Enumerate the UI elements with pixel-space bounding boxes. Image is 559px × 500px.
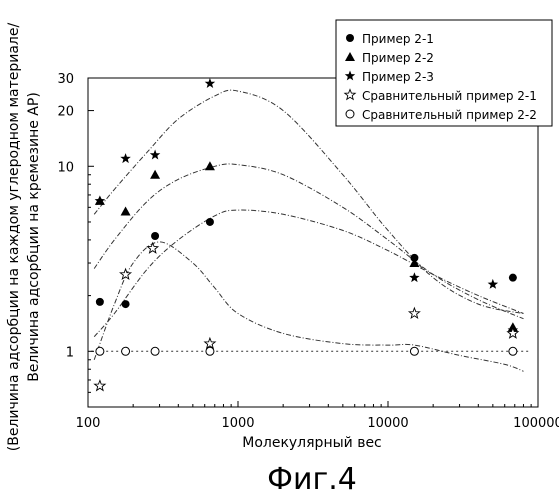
data-point-series-3	[150, 150, 161, 160]
data-point-series-5	[410, 347, 418, 355]
data-point-series-3	[488, 279, 499, 289]
fit-curve-series-1	[94, 210, 523, 337]
data-point-series-2	[121, 206, 131, 215]
figure-caption: Фиг.4	[267, 462, 357, 497]
data-point-series-4	[148, 243, 158, 253]
data-point-series-3	[120, 153, 131, 163]
data-point-series-3	[409, 272, 419, 282]
x-tick-label: 1000	[221, 416, 254, 431]
data-point-series-2	[205, 161, 215, 170]
legend: Пример 2-1 Пример 2-2 Пример 2-3 Сравнитель…	[336, 20, 552, 126]
y-axis-label-line-2: Величина адсорбции на кремезине AP)	[26, 92, 42, 382]
y-tick-label: 1	[66, 345, 74, 360]
data-point-series-5	[151, 347, 159, 355]
y-axis-label-line-1: (Величина адсорбции на каждом углеродном…	[6, 23, 22, 452]
data-point-series-3	[205, 78, 216, 88]
data-point-series-5	[122, 347, 130, 355]
data-point-series-1	[509, 274, 517, 282]
legend-label-series-5: Сравнительный пример 2-2	[362, 108, 537, 122]
data-point-series-5	[509, 347, 517, 355]
x-axis-label: Молекулярный вес	[242, 435, 382, 451]
data-point-series-4	[120, 269, 131, 279]
x-tick-label: 100	[76, 416, 101, 431]
y-tick-label: 10	[57, 160, 74, 175]
data-point-series-5	[96, 347, 104, 355]
data-point-series-1	[206, 218, 214, 226]
data-point-series-1	[151, 232, 159, 240]
legend-marker-series-1	[346, 34, 354, 42]
y-tick-label: 30	[57, 72, 74, 87]
plot-area	[88, 78, 538, 407]
legend-label-series-4: Сравнительный пример 2-1	[362, 89, 537, 103]
legend-label-series-3: Пример 2-3	[362, 70, 434, 84]
legend-label-series-1: Пример 2-1	[362, 32, 434, 46]
data-point-series-5	[206, 347, 214, 355]
data-point-series-1	[96, 298, 104, 306]
data-point-series-4	[409, 308, 419, 318]
data-point-series-1	[122, 300, 130, 308]
data-point-series-4	[95, 380, 106, 390]
data-point-series-4	[205, 338, 216, 348]
data-point-series-2	[150, 170, 160, 179]
plot-frame	[88, 78, 538, 407]
fit-curves	[91, 90, 531, 371]
x-tick-label: 100000	[513, 416, 559, 431]
legend-marker-series-5	[346, 110, 354, 118]
y-tick-label: 20	[57, 105, 74, 120]
x-tick-label: 10000	[367, 416, 408, 431]
legend-label-series-2: Пример 2-2	[362, 51, 434, 65]
